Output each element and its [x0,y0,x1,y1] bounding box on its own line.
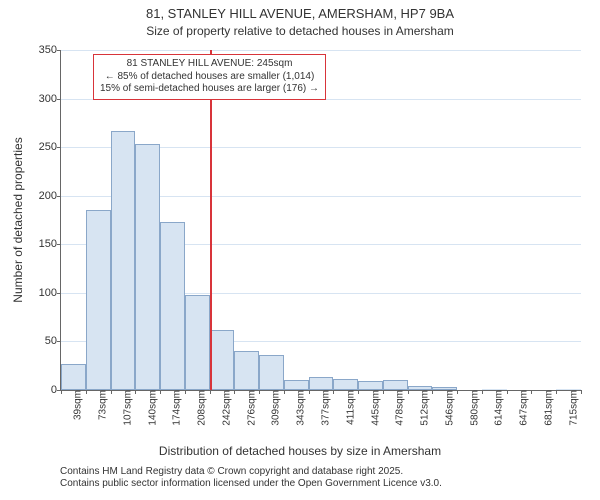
grid-line [61,50,581,51]
x-tick-label: 614sqm [492,390,505,426]
x-tick-mark [111,390,112,394]
x-tick-mark [210,390,211,394]
x-tick-mark [581,390,582,394]
info-box: 81 STANLEY HILL AVENUE: 245sqm ← 85% of … [93,54,326,100]
x-tick-label: 140sqm [145,390,158,426]
x-tick-label: 715sqm [566,390,579,426]
y-tick-label: 200 [39,190,61,202]
x-tick-mark [160,390,161,394]
y-tick-label: 0 [51,384,61,396]
x-tick-label: 580sqm [467,390,480,426]
x-tick-mark [284,390,285,394]
marker-line [210,50,212,390]
x-tick-label: 512sqm [418,390,431,426]
x-tick-mark [185,390,186,394]
x-tick-label: 208sqm [195,390,208,426]
x-tick-mark [482,390,483,394]
x-tick-mark [333,390,334,394]
chart-subtitle: Size of property relative to detached ho… [0,24,600,38]
x-tick-mark [61,390,62,394]
x-tick-mark [234,390,235,394]
x-tick-label: 445sqm [368,390,381,426]
x-tick-label: 546sqm [442,390,455,426]
x-tick-mark [408,390,409,394]
x-tick-label: 647sqm [517,390,530,426]
bar [309,377,334,390]
x-tick-label: 343sqm [294,390,307,426]
x-tick-label: 174sqm [170,390,183,426]
x-tick-label: 242sqm [219,390,232,426]
info-line-2: ← 85% of detached houses are smaller (1,… [100,71,319,84]
x-tick-mark [531,390,532,394]
bar [259,355,284,390]
credits: Contains HM Land Registry data © Crown c… [60,466,442,490]
x-tick-label: 681sqm [541,390,554,426]
x-tick-mark [457,390,458,394]
x-tick-label: 39sqm [71,390,84,420]
info-line-1: 81 STANLEY HILL AVENUE: 245sqm [100,58,319,71]
bar [111,131,136,390]
bar [333,379,358,390]
y-tick-label: 300 [39,93,61,105]
x-tick-mark [259,390,260,394]
y-tick-label: 50 [45,335,61,347]
x-axis-label: Distribution of detached houses by size … [0,444,600,458]
credits-line-1: Contains HM Land Registry data © Crown c… [60,466,442,478]
bar [358,381,383,390]
chart-title: 81, STANLEY HILL AVENUE, AMERSHAM, HP7 9… [0,6,600,21]
bar [160,222,185,390]
bar [86,210,111,390]
x-tick-mark [86,390,87,394]
x-tick-mark [383,390,384,394]
x-tick-label: 73sqm [96,390,109,420]
y-tick-label: 150 [39,238,61,250]
x-tick-label: 377sqm [319,390,332,426]
x-tick-label: 411sqm [343,390,356,425]
x-tick-mark [309,390,310,394]
x-tick-mark [556,390,557,394]
y-axis-label: Number of detached properties [11,137,25,302]
x-tick-label: 107sqm [120,390,133,426]
bar [135,144,160,390]
bar [284,380,309,390]
chart-container: 81, STANLEY HILL AVENUE, AMERSHAM, HP7 9… [0,0,600,500]
y-tick-label: 100 [39,287,61,299]
bar [61,364,86,390]
x-tick-label: 276sqm [244,390,257,426]
info-line-3: 15% of semi-detached houses are larger (… [100,83,319,96]
x-tick-mark [432,390,433,394]
bar [234,351,259,390]
bar [383,380,408,390]
x-tick-mark [507,390,508,394]
bar [210,330,235,390]
plot-area: 050100150200250300350 39sqm73sqm107sqm14… [60,50,581,391]
y-tick-label: 350 [39,44,61,56]
x-tick-label: 478sqm [393,390,406,426]
credits-line-2: Contains public sector information licen… [60,478,442,490]
bar [185,295,210,390]
x-tick-mark [358,390,359,394]
x-tick-label: 309sqm [269,390,282,426]
y-tick-label: 250 [39,141,61,153]
x-tick-mark [135,390,136,394]
